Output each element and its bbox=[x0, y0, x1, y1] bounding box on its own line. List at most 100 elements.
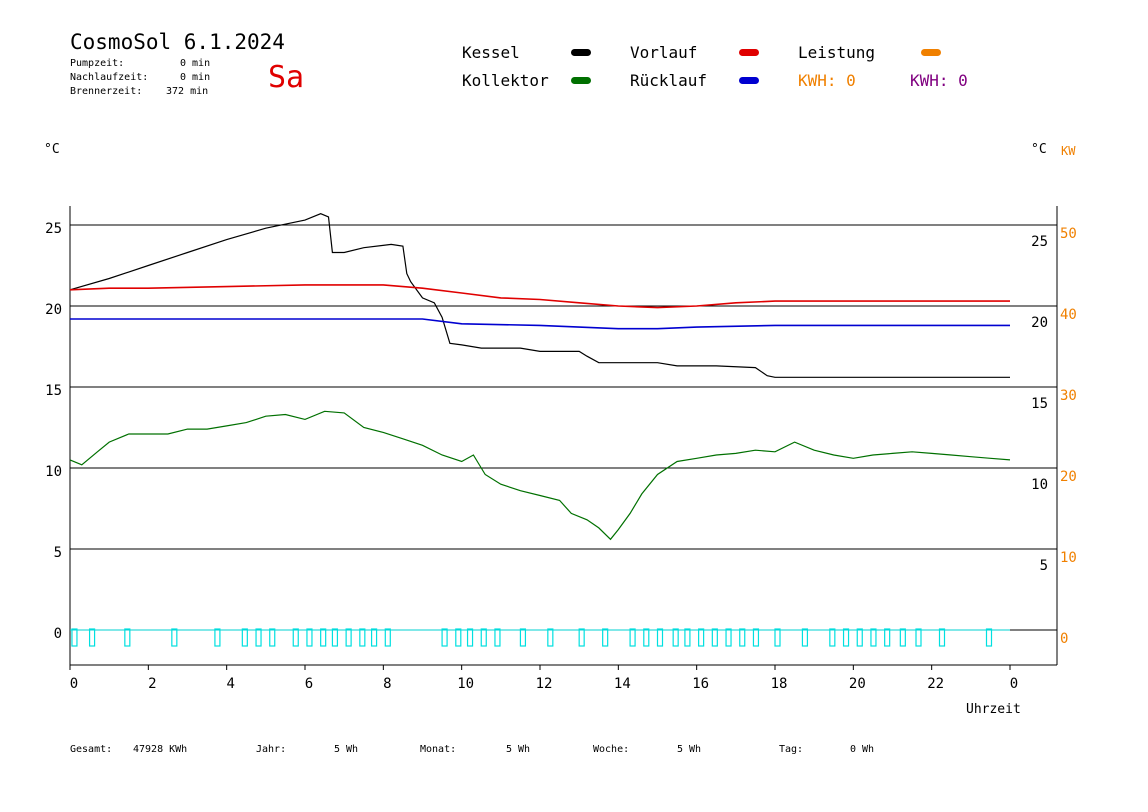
stat-value-pumpzeit: 0 min bbox=[180, 58, 211, 69]
pump-pulse bbox=[739, 628, 746, 647]
pump-pulse bbox=[870, 628, 877, 647]
pump-pulse bbox=[441, 628, 448, 647]
chart-title: CosmoSol 6.1.2024 bbox=[70, 30, 285, 54]
pump-pulse bbox=[672, 628, 679, 647]
stat-label-pumpzeit: Pumpzeit: bbox=[70, 58, 125, 69]
y-tick-label-left: 15 bbox=[45, 383, 62, 399]
pump-pulse bbox=[359, 628, 366, 647]
pump-pulse bbox=[602, 628, 609, 647]
pump-pulse bbox=[629, 628, 636, 647]
pump-pulse bbox=[292, 628, 299, 647]
x-tick-label: 16 bbox=[692, 676, 709, 692]
pump-pulse bbox=[88, 628, 96, 647]
legend-kessel-swatch bbox=[571, 49, 591, 56]
pump-pulse bbox=[71, 628, 78, 647]
pump-pulse bbox=[480, 628, 487, 647]
x-tick-label: 12 bbox=[536, 676, 553, 692]
legend-kessel-label: Kessel bbox=[462, 43, 520, 62]
y-tick-label-right-lower: 15 bbox=[1031, 396, 1048, 412]
footer-woche-label: Woche: bbox=[593, 744, 630, 755]
pump-pulse bbox=[711, 628, 718, 647]
pump-pulse bbox=[255, 628, 262, 647]
legend-leistung-swatch bbox=[921, 49, 941, 56]
pump-pulse bbox=[578, 628, 585, 647]
legend-ruecklauf-label: Rücklauf bbox=[630, 71, 708, 90]
pump-pulse bbox=[269, 628, 276, 647]
right-axis-unit-kw: KW bbox=[1061, 144, 1076, 158]
y-tick-label-left: 5 bbox=[54, 545, 62, 561]
pump-pulse bbox=[171, 628, 178, 647]
right-axis-unit-c: °C bbox=[1031, 142, 1047, 157]
pump-pulse bbox=[643, 628, 650, 647]
pump-pulse bbox=[306, 628, 313, 647]
stat-value-brennerzeit: 372 min bbox=[166, 86, 209, 97]
pump-pulse bbox=[345, 628, 352, 647]
x-tick-label: 20 bbox=[849, 676, 866, 692]
pump-pulse bbox=[547, 628, 554, 647]
pump-pulse bbox=[725, 628, 732, 647]
x-tick-label: 0 bbox=[1010, 676, 1018, 692]
pump-pulse bbox=[370, 628, 378, 647]
pump-pulse bbox=[985, 628, 993, 647]
x-tick-label: 2 bbox=[148, 676, 156, 692]
pump-pulse bbox=[466, 628, 474, 647]
y-tick-label-right-lower: 10 bbox=[1031, 477, 1048, 493]
x-tick-label: 18 bbox=[771, 676, 788, 692]
pump-pulse bbox=[829, 628, 836, 647]
pump-pulse bbox=[241, 628, 248, 647]
pump-pulse bbox=[899, 628, 906, 647]
footer-monat-label: Monat: bbox=[420, 744, 457, 755]
weekday-label: Sa bbox=[268, 60, 305, 95]
pump-pulse bbox=[124, 628, 131, 647]
left-axis-unit: °C bbox=[44, 142, 60, 157]
y-tick-label-left: 25 bbox=[45, 221, 62, 237]
y-tick-label-left: 10 bbox=[45, 464, 62, 480]
footer-gesamt-value: 47928 KWh bbox=[133, 744, 188, 755]
y-tick-label-kw: 20 bbox=[1060, 469, 1077, 485]
legend-kollektor-label: Kollektor bbox=[462, 71, 549, 90]
pump-pulse bbox=[519, 628, 527, 647]
footer-gesamt-label: Gesamt: bbox=[70, 744, 113, 755]
y-tick-label-left: 20 bbox=[45, 302, 62, 318]
y-tick-label-right-lower: 5 bbox=[1040, 558, 1048, 574]
y-tick-label-kw: 40 bbox=[1060, 307, 1077, 323]
y-tick-label-right-upper: 20 bbox=[1031, 315, 1048, 331]
pump-pulse bbox=[752, 628, 760, 647]
stat-label-brennerzeit: Brennerzeit: bbox=[70, 86, 143, 97]
pump-pulse bbox=[331, 628, 339, 647]
legend-ruecklauf-swatch bbox=[739, 77, 759, 84]
series-line-kollektor bbox=[69, 410, 1011, 541]
pump-pulse bbox=[698, 628, 705, 647]
x-tick-label: 22 bbox=[927, 676, 944, 692]
footer-tag-value: 0 Wh bbox=[850, 744, 875, 755]
x-tick-label: 0 bbox=[70, 676, 78, 692]
pump-pulse bbox=[656, 628, 664, 647]
pump-pulse bbox=[842, 628, 850, 647]
footer-woche-value: 5 Wh bbox=[677, 744, 702, 755]
y-tick-label-kw: 0 bbox=[1060, 631, 1068, 647]
x-tick-label: 14 bbox=[614, 676, 631, 692]
series-line-vorlauf bbox=[69, 284, 1010, 309]
legend-leistung-label: Leistung bbox=[798, 43, 876, 62]
x-tick-label: 8 bbox=[383, 676, 391, 692]
y-tick-label-kw: 50 bbox=[1060, 226, 1077, 242]
legend-kollektor-swatch bbox=[571, 77, 591, 84]
footer-jahr-label: Jahr: bbox=[256, 744, 287, 755]
pump-pulse bbox=[455, 628, 462, 647]
legend-vorlauf-swatch bbox=[739, 49, 759, 56]
pump-pulse bbox=[684, 628, 691, 647]
y-tick-label-kw: 30 bbox=[1060, 388, 1077, 404]
y-tick-label-kw: 10 bbox=[1060, 550, 1077, 566]
pump-pulse bbox=[938, 628, 946, 647]
footer-tag-label: Tag: bbox=[779, 744, 804, 755]
footer-jahr-value: 5 Wh bbox=[334, 744, 359, 755]
x-tick-label: 4 bbox=[226, 676, 234, 692]
legend-kwh-total: KWH: 0 bbox=[910, 71, 968, 90]
stat-value-nachlaufzeit: 0 min bbox=[180, 72, 211, 83]
pump-pulse bbox=[915, 628, 922, 647]
x-tick-label: 10 bbox=[457, 676, 474, 692]
pump-pulse bbox=[494, 628, 501, 647]
pump-pulse bbox=[384, 628, 391, 647]
legend-vorlauf-label: Vorlauf bbox=[630, 43, 698, 62]
